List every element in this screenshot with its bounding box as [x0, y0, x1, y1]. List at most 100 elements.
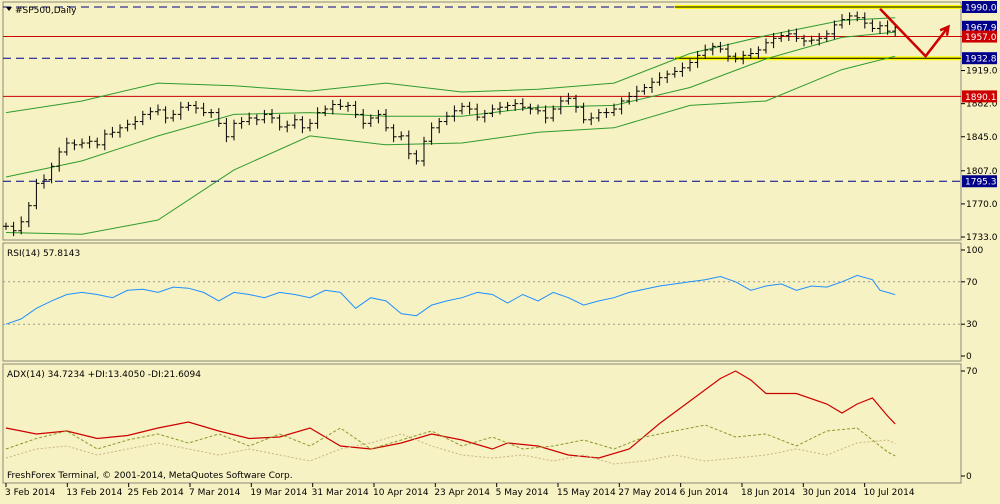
price-bar [489, 104, 496, 118]
level-price-label: 1990.0 [962, 1, 997, 14]
price-bar [497, 101, 503, 115]
level-label-box [962, 52, 997, 65]
price-bar [725, 43, 731, 62]
price-bar [215, 108, 222, 127]
price-bar [535, 104, 541, 115]
price-bar [360, 109, 367, 129]
axis-layer: 1733.0 1770.0 1807.0 1845.0 1882.0 1919.0 1957… [5, 1, 998, 498]
price-bar [717, 41, 724, 53]
price-bar [132, 116, 139, 130]
price-bar [48, 162, 55, 184]
price-bar [117, 124, 123, 138]
level-label-text: 1990.0 [965, 4, 997, 14]
price-bar [390, 124, 397, 143]
price-bar [793, 28, 800, 42]
rsi-tick-label: 30 [966, 320, 978, 330]
symbol-dropdown-icon[interactable] [6, 7, 12, 11]
x-tick-label: 25 Feb 2014 [128, 488, 184, 498]
price-bar [71, 139, 78, 151]
price-bar [3, 222, 9, 230]
y-tick-label: 1807.0 [966, 167, 998, 177]
price-bar [33, 178, 40, 210]
price-bar [580, 102, 587, 124]
price-bar [428, 122, 435, 145]
price-bar [709, 42, 716, 56]
price-bar [162, 106, 169, 124]
price-bar [664, 70, 671, 84]
price-bar [139, 110, 146, 126]
price-bar [474, 103, 481, 121]
price-bar [702, 44, 709, 59]
price-bar [291, 114, 298, 129]
price-bar [147, 107, 154, 120]
symbol-title: #SP500,Daily [6, 6, 77, 16]
price-bar [588, 112, 595, 126]
price-bar [831, 20, 838, 40]
price-bar [284, 120, 291, 133]
price-bar [337, 99, 344, 110]
x-tick-label: 31 Mar 2014 [312, 488, 369, 498]
price-bar [679, 62, 686, 77]
price-bar [512, 99, 519, 111]
price-bar [375, 109, 382, 124]
price-bar [747, 48, 754, 59]
x-tick-label: 23 Apr 2014 [434, 488, 490, 498]
forecast-arrow [879, 7, 950, 59]
price-bar [816, 32, 823, 46]
price-bar [170, 109, 177, 122]
x-tick-label: 10 Jul 2014 [864, 488, 915, 498]
price-bar [200, 102, 207, 117]
price-bar [649, 77, 655, 93]
bollinger-band-upper [5, 17, 896, 114]
level-label-box [962, 1, 997, 13]
y-tick-label: 1882.0 [966, 100, 998, 110]
level-label-box [962, 175, 997, 188]
price-bar [405, 130, 412, 160]
price-bar [177, 101, 184, 120]
y-tick-label: 1845.0 [966, 133, 998, 143]
price-bar [109, 126, 116, 138]
rsi-tick-label: 70 [966, 278, 978, 288]
rsi-tick-label: 0 [966, 352, 972, 362]
price-bar [155, 104, 161, 116]
price-bar [740, 50, 747, 65]
di-plus-line [5, 424, 896, 457]
price-bar [223, 117, 230, 143]
price-bar [18, 216, 25, 235]
price-bar [246, 112, 253, 126]
price-bar [801, 34, 807, 47]
x-tick-label: 6 Jun 2014 [680, 488, 729, 498]
price-bar [626, 92, 633, 105]
price-bar [208, 109, 215, 118]
adx-tick-label: 0 [966, 472, 972, 482]
adx-panel [2, 363, 962, 484]
price-bar [25, 202, 32, 228]
price-bar [63, 137, 70, 156]
price-bar [94, 137, 101, 149]
price-bar [231, 119, 237, 141]
price-bar [861, 12, 868, 29]
price-bar [656, 72, 663, 86]
price-bar [352, 100, 359, 118]
price-bar [101, 129, 108, 151]
price-bar [504, 101, 511, 111]
price-bar [778, 32, 785, 42]
price-bar [56, 147, 63, 172]
bollinger-band-middle [5, 31, 896, 178]
price-bar [299, 116, 306, 134]
x-tick-label: 18 Jun 2014 [741, 488, 795, 498]
level-price-label: 1957.0 [962, 30, 997, 43]
rsi-panel [2, 242, 962, 362]
level-label-box [962, 30, 997, 43]
price-bar [79, 138, 85, 149]
rsi-tick-label: 100 [966, 246, 983, 256]
price-bar [877, 21, 883, 34]
price-bar [869, 19, 876, 33]
price-bar [519, 98, 526, 111]
main-panel [2, 1, 962, 241]
price-bar [307, 118, 313, 132]
price-bar [314, 107, 321, 129]
price-bar [618, 97, 625, 115]
